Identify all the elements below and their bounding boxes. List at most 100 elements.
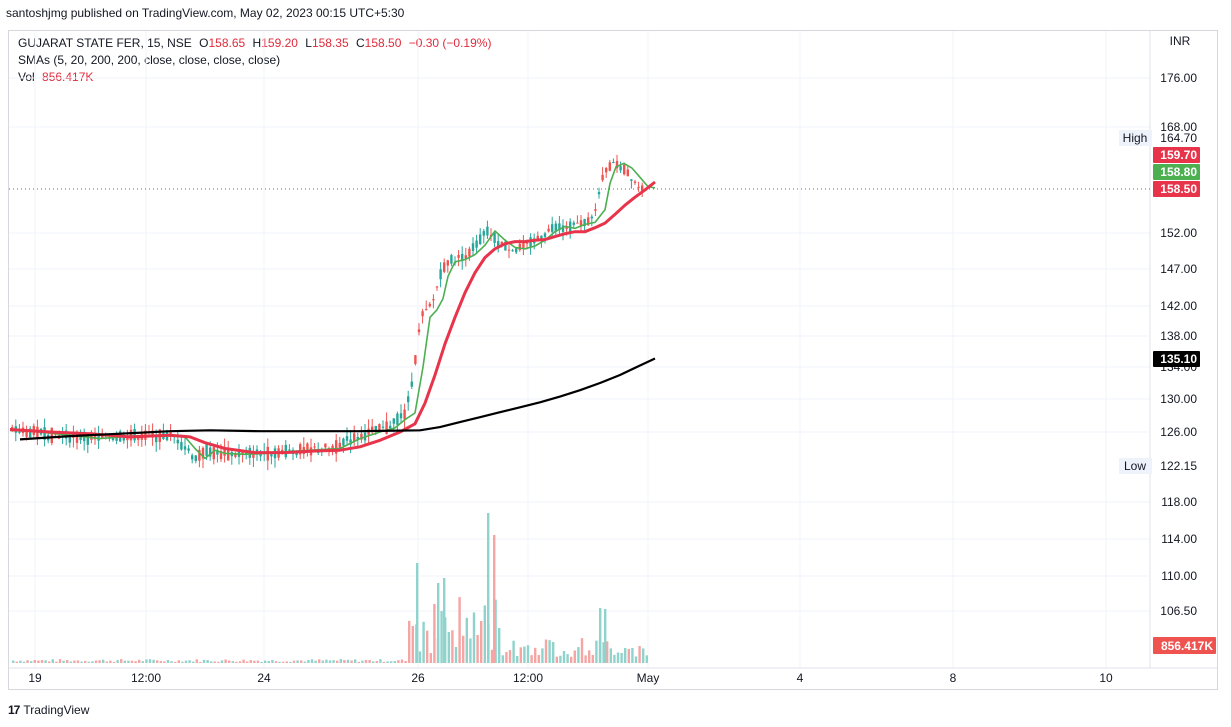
volume-bar [534,647,537,663]
volume-bar [170,661,173,663]
volume-bar [429,653,432,663]
volume-bar [278,661,281,663]
tradingview-logo-icon: 17 [8,703,20,717]
y-tick-label: 176.00 [1160,71,1197,85]
sma-legend[interactable]: SMAs (5, 20, 200, 200, close, close, clo… [18,53,281,67]
volume-bar [418,651,422,663]
candle-body [381,426,385,428]
volume-bar [357,661,360,663]
low-value: 158.35 [311,36,349,50]
candle-body [342,438,345,446]
volume-bar [166,659,170,663]
volume-bar [256,660,260,663]
y-tick-label: 147.00 [1160,262,1197,276]
publisher-line: santoshjmg published on TradingView.com,… [6,6,405,20]
volume-bar [87,661,90,663]
open-label: O [199,36,209,50]
candle-body [187,448,190,451]
volume-bar [476,634,479,663]
volume-bar [372,661,375,663]
candle-body [511,250,514,252]
price-label-bg [1153,147,1200,163]
volume-bar [202,659,206,663]
candle-body [515,248,518,253]
candle-body [551,224,554,232]
volume-bar [220,660,224,663]
volume-bar [325,659,328,663]
volume-bar [184,660,188,663]
price-label-value: 164.70 [1160,131,1197,145]
candle-body [86,436,89,445]
volume-bar [217,661,220,663]
volume-bar [447,632,450,663]
footer: 17 TradingView [8,703,89,717]
volume-bar [58,659,62,663]
candle-body [399,413,403,419]
volume-bar [537,655,540,663]
volume-bar [307,660,310,663]
volume-legend[interactable]: Vol 856.417K [18,70,93,84]
candle-body [507,249,511,251]
candle-body [198,449,201,461]
low-label: L [305,36,312,50]
volume-bar [530,655,533,663]
candle-body [597,192,601,195]
volume-bar [494,599,497,663]
candle-body [547,228,550,232]
volume-bar [465,617,468,663]
candle-body [594,209,597,211]
volume-bar [130,660,134,663]
volume-bar [267,660,270,663]
volume-bar [480,620,483,663]
candle-body [360,433,363,440]
volume-bar [386,661,389,663]
candle-body [83,437,86,442]
volume-bar [620,652,623,663]
volume-bar [22,661,26,663]
volume-bar [404,660,407,663]
candle-body [475,240,478,248]
y-tick-label: 138.00 [1160,329,1197,343]
candle-body [536,235,539,241]
candle-body [209,447,212,457]
chart-frame [8,30,1218,690]
price-label-bg [1153,164,1200,180]
candle-body [68,436,71,443]
price-label-value: 159.70 [1160,148,1197,162]
volume-bar [73,660,76,663]
ohlc-legend: GUJARAT STATE FER, 15, NSE O158.65 H159.… [18,36,491,50]
volume-bar [570,656,573,663]
candle-body [335,440,338,454]
volume-bar [145,659,148,663]
candle-body [479,234,482,244]
x-tick-label: 4 [797,671,804,685]
volume-bar [138,659,141,663]
candle-body [155,435,158,443]
volume-label: Vol [18,70,35,84]
close-label: C [356,36,365,50]
volume-bar [231,661,234,663]
x-tick-label: 12:00 [131,671,161,685]
symbol-title: GUJARAT STATE FER, 15, NSE [18,36,192,50]
volume-bar [584,655,587,663]
volume-bar [116,659,119,663]
volume-bar [314,660,317,663]
volume-bar [624,647,627,663]
candle-body [29,428,32,438]
candle-body [151,430,154,437]
candle-body [543,233,547,237]
y-tick-label: 130.00 [1160,392,1197,406]
candle-body [331,445,334,449]
x-tick-label: 10 [1099,671,1113,685]
volume-bar [591,654,594,663]
volume-bar [310,659,314,663]
volume-bar [577,647,580,663]
volume-bar [634,656,638,663]
candle-body [338,442,341,450]
candle-body [349,439,352,445]
volume-bar [375,661,378,663]
candle-body [615,160,619,169]
candle-body [540,235,543,241]
volume-bar [523,646,526,663]
